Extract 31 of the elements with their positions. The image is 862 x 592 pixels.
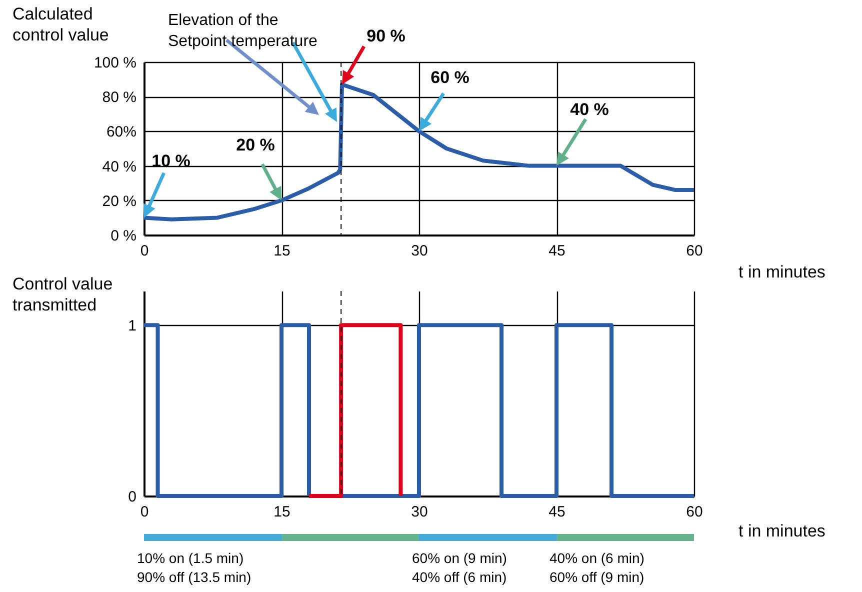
y-tick-label: 60% [106,124,136,141]
x-tick-label: 15 [274,242,290,260]
y-tick-label: 100 % [94,54,136,72]
x-tick-label: 60 [686,504,703,520]
text: Elevation of the Setpoint temperature [168,12,318,50]
x-tick-label: 0 [140,504,149,520]
y-axis-title: Calculated control value [12,4,109,44]
y-tick-label: 1 [128,318,136,335]
x-tick-label: 30 [411,242,428,260]
x-tick-label: 45 [548,504,566,520]
line-series [142,82,696,222]
annotation: 60 % [430,68,470,88]
y-tick-label: 0 [128,488,136,506]
text: 40% on (6 min) 60% off (9 min) [550,550,644,585]
annotation: 20 % [236,135,275,154]
annotation: 90 % [366,26,406,46]
text: 60% on (9 min) 40% off (6 min) [412,550,507,585]
y-tick-label: 20 % [102,192,136,210]
y-tick-label: 0 % [110,228,136,244]
annotation: 40 % [570,100,609,119]
text: 10% on (1.5 min) 90% off (13.5 min) [137,550,252,585]
x-tick-label: 45 [548,242,566,260]
x-axis-title: t in minutes [738,262,826,282]
x-tick-label: 30 [411,504,428,520]
x-axis-title: t in minutes [738,522,826,540]
x-tick-label: 15 [274,504,290,520]
y-tick-label: 80 % [102,89,136,106]
y-tick-label: 40 % [102,158,136,176]
x-tick-label: 60 [686,242,703,260]
x-tick-label: 0 [140,242,149,260]
y-axis-title: Control value transmitted [12,274,113,314]
